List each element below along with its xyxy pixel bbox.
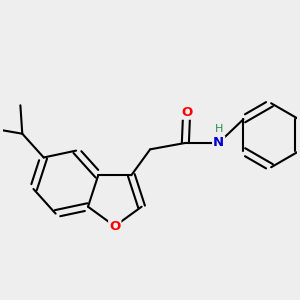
Text: H: H: [214, 124, 223, 134]
Text: O: O: [181, 106, 192, 119]
Text: N: N: [213, 136, 224, 149]
Text: O: O: [109, 220, 120, 233]
